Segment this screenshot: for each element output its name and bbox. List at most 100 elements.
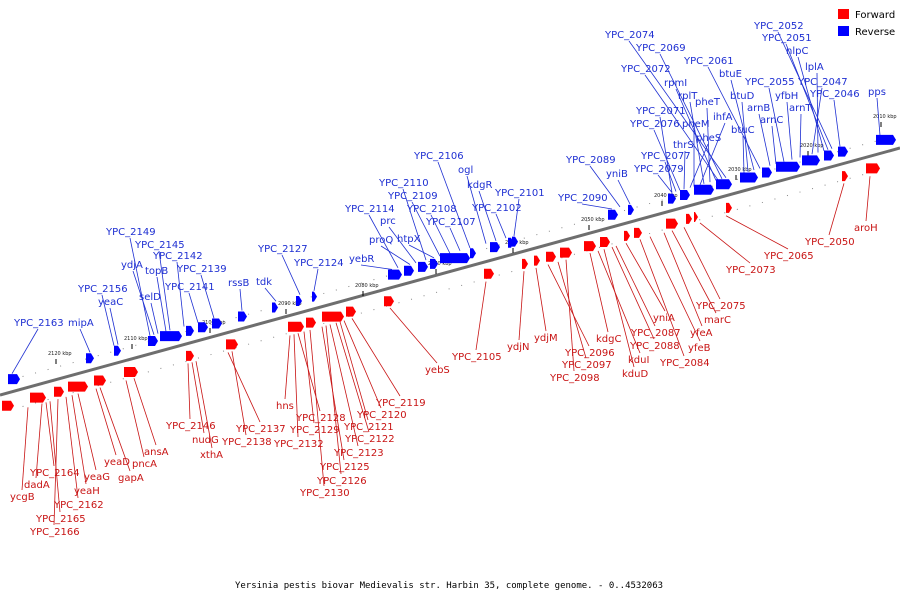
forward-leader-line [535, 267, 547, 332]
gene-label-ypc-2097: YPC_2097 [561, 360, 612, 371]
gene-label-ypc-2141: YPC_2141 [164, 282, 215, 293]
reverse-gene-arrow [802, 155, 820, 166]
gene-label-ypc-2146: YPC_2146 [165, 421, 216, 432]
forward-leader-line [615, 245, 656, 327]
reverse-leader-line [730, 79, 755, 171]
reverse-gene-arrow [430, 258, 438, 269]
kbp-tick-label: 2070 kbp [428, 261, 452, 267]
forward-gene-arrow [666, 218, 678, 229]
forward-leader-line [725, 215, 789, 250]
reverse-leader-line [109, 307, 119, 345]
forward-leader-line [699, 222, 751, 264]
reverse-gene-labels: YPC_2163 mipA YPC_2156 yeaC YPC_2149 ydjA selD… [13, 21, 886, 329]
gene-label-nlpc: nlpC [786, 46, 808, 57]
gene-label-ypc-2090: YPC_2090 [557, 193, 608, 204]
forward-leader-line [77, 393, 97, 471]
gene-label-yead: yeaD [104, 457, 130, 468]
forward-leader-line [518, 271, 525, 341]
reverse-leader-line [200, 274, 215, 319]
reverse-gene-arrow [212, 318, 222, 329]
reverse-gene-arrow [86, 353, 94, 364]
forward-gene-arrow [624, 230, 630, 241]
forward-leader-line [49, 401, 61, 513]
forward-leader-line [309, 329, 325, 487]
reverse-gene-arrow [876, 134, 896, 145]
reverse-leader-line [360, 264, 393, 270]
forward-leader-line [649, 236, 701, 342]
genome-backbone [0, 146, 900, 397]
reverse-leader-line [816, 72, 819, 153]
reverse-leader-line [380, 245, 411, 265]
forward-gene-arrow [534, 255, 540, 266]
gene-label-phet: pheT [695, 97, 721, 108]
reverse-leader-line [644, 74, 719, 181]
gene-label-ypc-2087: YPC_2087 [630, 328, 681, 339]
forward-leader-line [227, 352, 261, 423]
reverse-leader-line [129, 237, 151, 336]
reverse-leader-line [79, 328, 91, 353]
gene-label-marc: marC [704, 315, 731, 326]
gene-label-arnb: arnB [747, 103, 770, 114]
forward-leader-line [828, 183, 845, 236]
reverse-leader-line [657, 174, 673, 193]
gene-label-ypc-2114: YPC_2114 [344, 204, 395, 215]
reverse-gene-arrow [776, 161, 800, 172]
reverse-gene-arrow [694, 184, 714, 195]
gene-label-rplt: rplT [678, 91, 698, 102]
reverse-leader-line [664, 161, 677, 192]
gene-label-ypc-2106: YPC_2106 [413, 151, 464, 162]
gene-label-yfbh: yfbH [775, 91, 798, 102]
gene-label-ypc-2052: YPC_2052 [753, 21, 804, 32]
forward-gene-arrow [634, 227, 642, 238]
gene-label-ypc-2138: YPC_2138 [221, 437, 272, 448]
gene-label-pnca: pncA [132, 459, 157, 470]
forward-leader-line [71, 395, 87, 485]
forward-gene-arrow [686, 213, 692, 224]
reverse-gene-arrow [824, 150, 834, 161]
gene-label-ihfa: ihfA [713, 112, 733, 123]
gene-label-ypc-2071: YPC_2071 [635, 106, 686, 117]
legend-reverse-label: Reverse [855, 27, 895, 38]
gene-label-kdui: kduI [628, 355, 649, 366]
gene-label-proq: proQ [369, 235, 393, 246]
reverse-leader-line [617, 179, 631, 205]
reverse-leader-line [758, 113, 771, 166]
reverse-leader-line [689, 101, 705, 184]
gene-label-ypc-2076: YPC_2076 [629, 119, 680, 130]
kbp-tick-label: 2080 kbp [355, 283, 379, 289]
forward-leader-line [325, 325, 342, 475]
forward-leader-line [683, 227, 721, 300]
reverse-leader-line [771, 125, 777, 165]
gene-label-ypc-2119: YPC_2119 [375, 398, 426, 409]
gene-label-ypc-2126: YPC_2126 [316, 476, 367, 487]
forward-gene-arrow [306, 317, 316, 328]
gene-label-ypc-2047: YPC_2047 [797, 77, 848, 88]
forward-leader-line [35, 403, 43, 479]
reverse-leader-line [408, 244, 435, 259]
gene-label-ypc-2098: YPC_2098 [549, 373, 600, 384]
gene-label-ypc-2130: YPC_2130 [299, 488, 350, 499]
forward-gene-arrow [584, 241, 596, 252]
gene-label-ypc-2125: YPC_2125 [319, 462, 370, 473]
forward-leader-line [95, 388, 117, 456]
forward-leader-line [557, 261, 587, 359]
reverse-leader-line [495, 213, 507, 239]
forward-gene-arrow [600, 236, 610, 247]
reverse-gene-arrow [668, 193, 676, 204]
gene-label-dada: dadA [24, 480, 50, 491]
gene-label-ypc-2073: YPC_2073 [725, 265, 776, 276]
forward-gene-arrow [288, 321, 304, 332]
gene-label-lpla: lplA [805, 62, 824, 73]
gene-label-ypc-2124: YPC_2124 [293, 258, 344, 269]
reverse-leader-line [675, 88, 717, 181]
forward-gene-arrow [346, 306, 356, 317]
reverse-gene-arrow [148, 336, 158, 347]
forward-leader-line [45, 402, 55, 467]
gene-label-ypc-2065: YPC_2065 [763, 251, 814, 262]
reverse-leader-line [368, 214, 399, 268]
forward-leader-line [611, 246, 655, 340]
gene-label-ypc-2109: YPC_2109 [387, 191, 438, 202]
reverse-leader-lines [11, 31, 881, 374]
reverse-leader-line [150, 302, 159, 334]
